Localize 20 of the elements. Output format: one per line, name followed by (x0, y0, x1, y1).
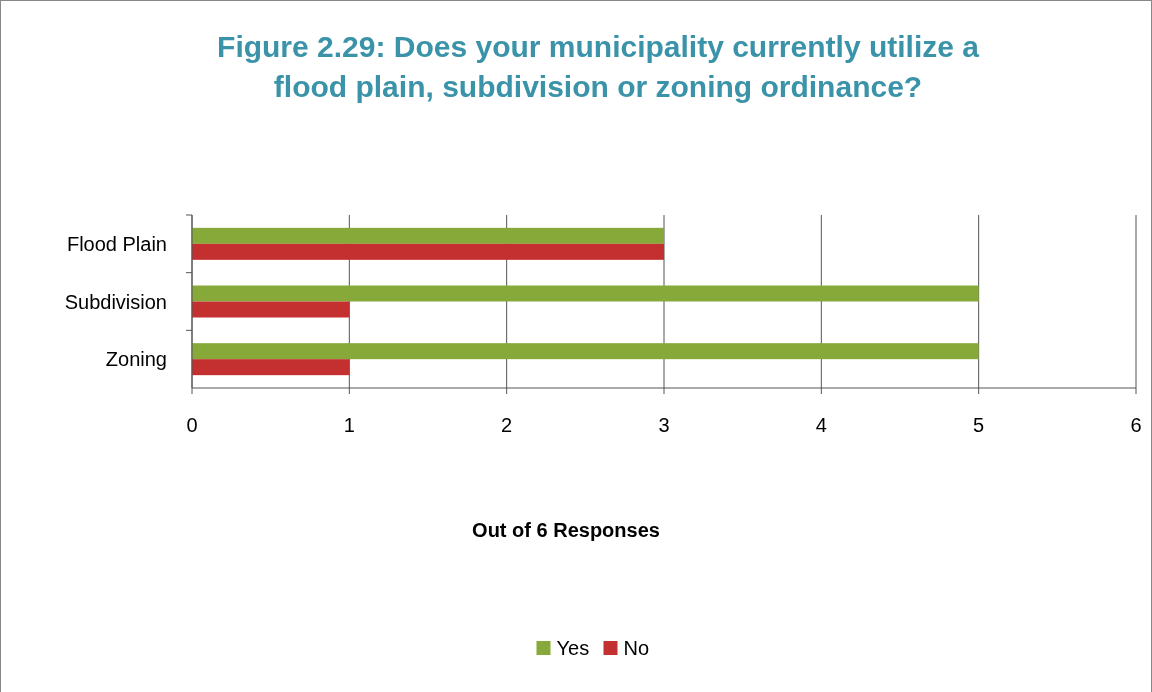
x-tick-label: 6 (1130, 414, 1142, 436)
chart-title: Figure 2.29: Does your municipality currently utilize a flood plain, subdivision or zoning ordinance? (217, 30, 980, 103)
y-tick-label: Subdivision (64, 290, 167, 313)
bar (192, 301, 350, 318)
x-tick-label: 4 (815, 414, 827, 436)
y-tick-label: Zoning (105, 348, 167, 371)
x-tick-label: 3 (658, 414, 670, 436)
bar (192, 243, 664, 260)
x-tick-label: 5 (973, 414, 985, 436)
x-tick-label: 0 (186, 414, 198, 436)
bar (192, 227, 664, 244)
legend-label: Yes (556, 637, 590, 659)
legend-label: No (623, 637, 650, 659)
bar (192, 359, 350, 376)
bar (192, 285, 979, 302)
x-axis-title: Out of 6 Responses (472, 519, 660, 541)
x-tick-label: 2 (501, 414, 513, 436)
bar (192, 343, 979, 360)
y-tick-label: Flood Plain (66, 232, 167, 255)
x-tick-label: 1 (343, 414, 355, 436)
